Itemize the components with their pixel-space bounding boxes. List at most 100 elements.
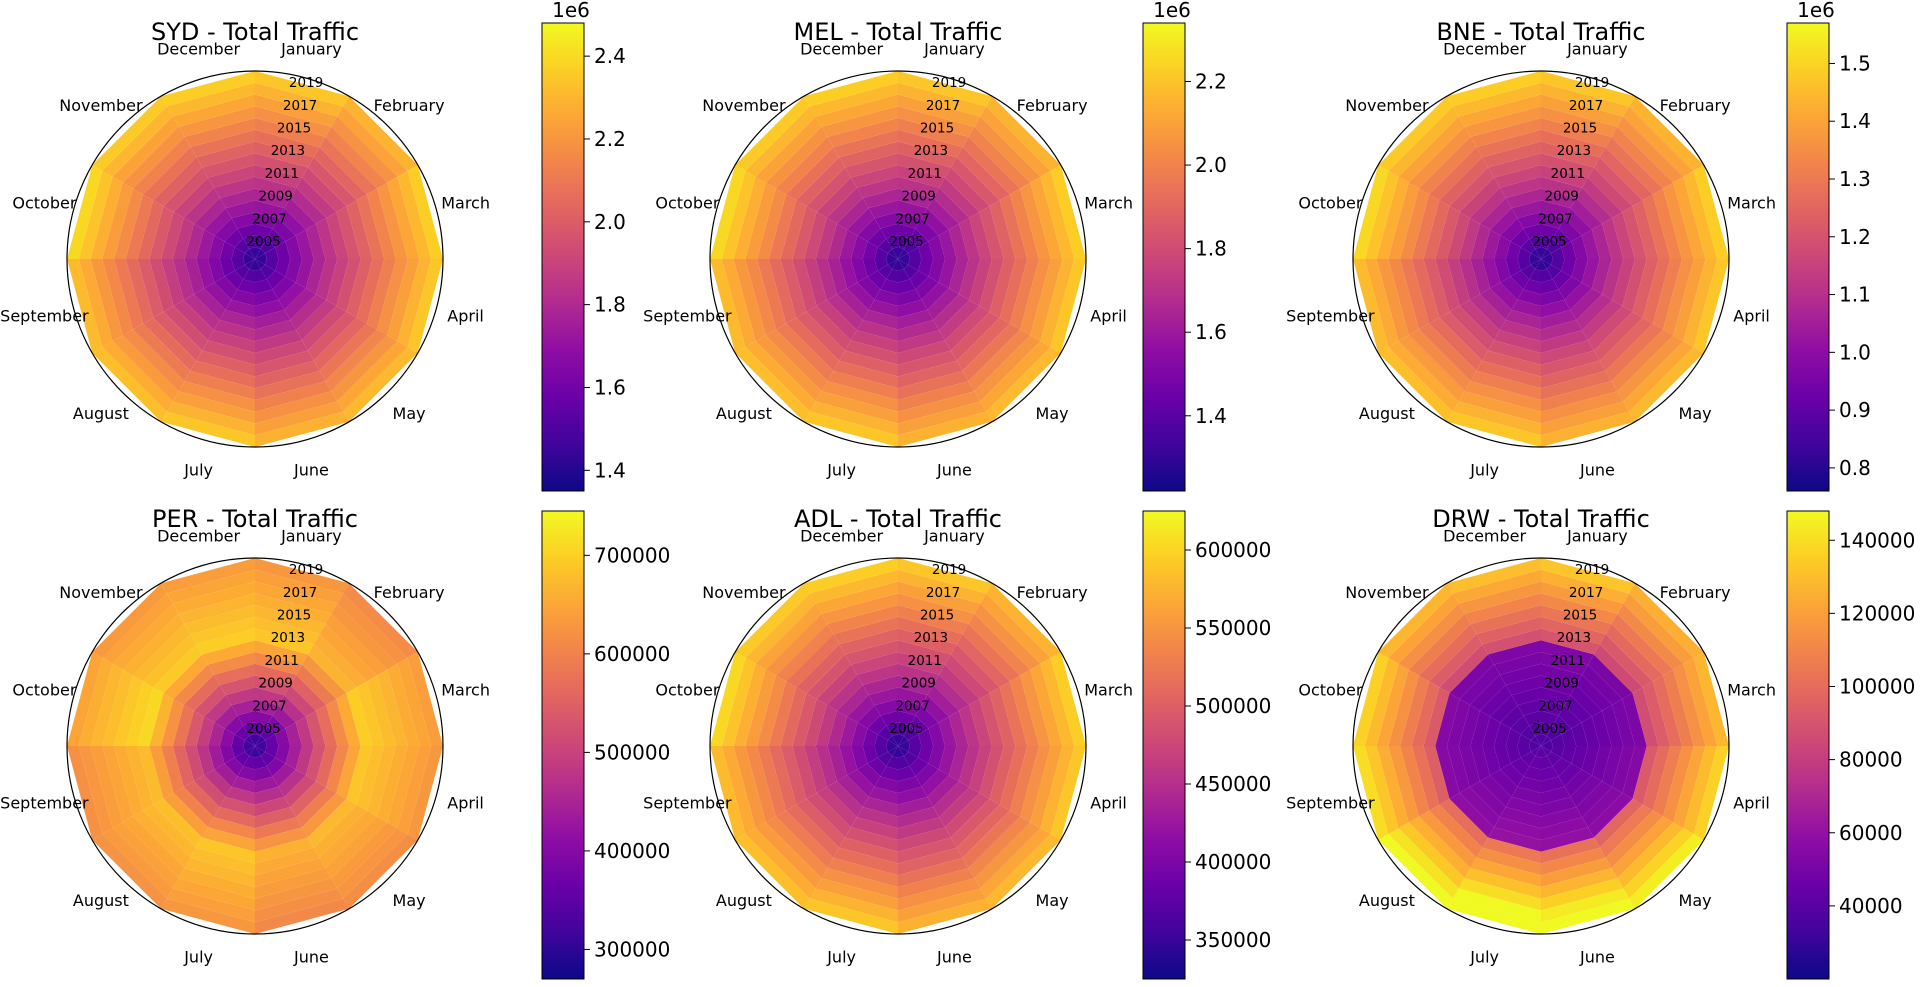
year-label: 2007 <box>1538 698 1572 714</box>
polar-cell <box>78 170 113 259</box>
polar-cell <box>898 616 963 645</box>
polar-cell <box>1576 674 1613 711</box>
polar-cell <box>1541 734 1547 746</box>
polar-cells <box>67 71 443 447</box>
polar-cell <box>208 235 225 259</box>
polar-cell <box>1541 740 1553 746</box>
polar-cell <box>857 705 881 729</box>
year-label: 2007 <box>895 698 929 714</box>
year-label: 2007 <box>895 211 929 227</box>
polar-cell <box>265 259 279 271</box>
polar-cell <box>1470 605 1541 635</box>
polar-cell <box>1611 329 1674 392</box>
colorbar-tick-label: 500000 <box>1195 694 1271 718</box>
polar-cell <box>255 106 332 137</box>
polar-cell <box>898 141 957 168</box>
polar-cell <box>979 206 1004 259</box>
colorbar-tick-label: 100000 <box>1839 675 1915 699</box>
polar-cell <box>1009 188 1039 259</box>
polar-cell <box>285 235 302 259</box>
polar-cell <box>275 259 291 277</box>
polar-cell <box>1411 259 1440 324</box>
polar-cell <box>90 176 123 259</box>
polar-outline <box>66 557 444 935</box>
polar-cell <box>1571 746 1588 770</box>
polar-cell <box>1500 218 1524 242</box>
polar-cell <box>898 776 922 793</box>
polar-cell <box>915 276 939 300</box>
polar-cell <box>903 264 919 280</box>
polar-cell <box>1423 746 1450 805</box>
colorbar-tick-label: 2.0 <box>1195 153 1227 177</box>
polar-cell <box>1458 259 1480 301</box>
year-label: 2017 <box>1569 585 1603 601</box>
year-label: 2013 <box>914 630 948 646</box>
polar-cell <box>1602 259 1624 301</box>
month-label: August <box>716 891 772 910</box>
polar-cell <box>255 675 291 696</box>
polar-cell <box>1505 309 1541 330</box>
year-label: 2017 <box>1569 98 1603 114</box>
polar-cell <box>898 735 909 746</box>
polar-cell <box>1378 96 1453 171</box>
polar-cell <box>213 176 255 198</box>
polar-cell <box>1693 652 1729 746</box>
polar-cell <box>1541 569 1630 604</box>
month-label: July <box>1469 461 1499 480</box>
polar-cell <box>1449 167 1494 212</box>
polar-cell <box>862 188 898 209</box>
polar-cell <box>1561 728 1577 746</box>
polar-cell <box>1458 704 1480 746</box>
month-label: October <box>12 681 76 700</box>
polar-cell <box>886 259 898 265</box>
polar-cell <box>969 212 992 259</box>
polar-cell <box>196 141 255 168</box>
polar-cell <box>874 259 888 271</box>
polar-cell <box>1439 644 1489 694</box>
polar-cell <box>204 208 232 236</box>
polar-cell <box>243 259 255 265</box>
polar-cell <box>214 276 238 300</box>
polar-cell <box>1611 816 1674 879</box>
polar-cell <box>346 259 373 318</box>
month-label: July <box>826 461 856 480</box>
polar-cell <box>184 259 205 295</box>
polar-cell <box>202 827 255 852</box>
polar-cell <box>892 746 898 758</box>
polar-cell <box>851 235 868 259</box>
polar-cell <box>1529 756 1541 770</box>
polar-cell <box>1435 206 1460 259</box>
polar-cell <box>208 746 225 770</box>
year-label: 2019 <box>932 562 966 578</box>
polar-cell <box>862 746 878 764</box>
polar-cell <box>284 288 317 321</box>
polar-cell <box>255 279 273 295</box>
polar-cell <box>1458 581 1541 614</box>
polar-cell <box>255 259 267 265</box>
polar-cell <box>125 259 154 324</box>
polar-cell <box>1581 716 1600 746</box>
month-label: December <box>800 526 883 545</box>
polar-cell <box>172 704 194 746</box>
polar-cell <box>255 153 308 178</box>
polar-cell <box>244 248 255 259</box>
polar-cell <box>285 746 302 770</box>
polar-cell <box>1617 822 1684 889</box>
polar-cell <box>1623 593 1694 664</box>
polar-cell <box>898 569 987 604</box>
polar-cell <box>377 746 408 823</box>
polar-cell <box>979 746 1004 799</box>
polar-cell <box>1439 311 1489 361</box>
polar-cell <box>1411 746 1440 811</box>
polar-cell <box>331 116 398 183</box>
polar-cell <box>231 247 245 259</box>
polar-cell <box>956 317 1010 371</box>
polar-cell <box>839 628 898 655</box>
polar-cell <box>867 270 887 290</box>
polar-cell <box>243 253 255 259</box>
polar-cell <box>809 888 898 923</box>
polar-cell <box>1541 722 1553 736</box>
polar-cell <box>986 834 1061 909</box>
polar-cell <box>1570 197 1603 230</box>
polar-cell <box>1541 330 1588 353</box>
